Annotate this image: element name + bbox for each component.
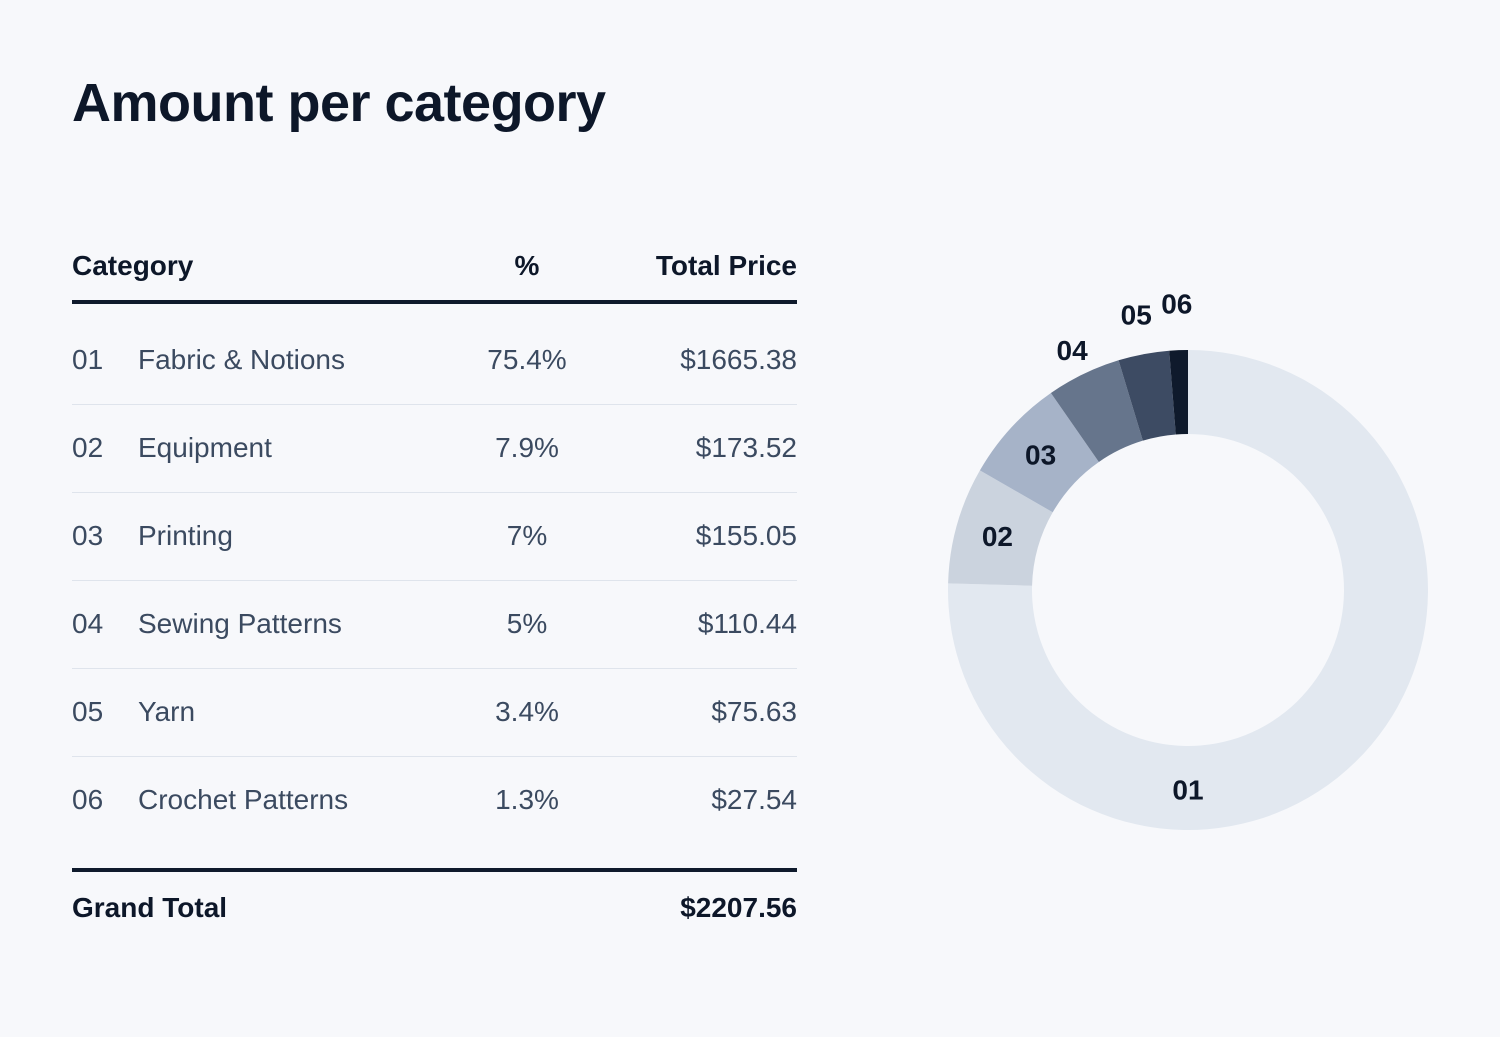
grand-total-value: $2207.56 [680,892,797,923]
row-number: 04 [72,608,104,639]
slice-label-02: 02 [982,521,1013,552]
table-row: 06 Crochet Patterns 1.3% $27.54 [72,784,797,815]
table-row: 01 Fabric & Notions 75.4% $1665.38 [72,317,797,405]
slice-label-06: 06 [1161,290,1192,320]
donut-chart: 01 02 03 04 05 06 [900,290,1480,870]
category-table: Category % Total Price 01 Fabric & Notio… [72,230,797,942]
donut-slice-02 [948,470,1053,586]
row-category: Sewing Patterns [138,608,342,639]
slice-label-05: 05 [1121,299,1152,330]
row-price: $173.52 [695,432,797,463]
row-category: Printing [138,520,233,551]
table-footer: Grand Total $2207.56 [72,868,797,942]
table-row: 04 Sewing Patterns 5% $110.44 [72,581,797,669]
header-total-price: Total Price [655,250,797,281]
donut-slice-04 [1050,360,1143,462]
row-category: Fabric & Notions [138,344,345,375]
row-number: 06 [72,784,104,815]
table-row: 05 Yarn 3.4% $75.63 [72,669,797,757]
grand-total-label: Grand Total [72,892,228,923]
row-number: 05 [72,696,104,727]
row-number: 03 [72,520,104,551]
slice-label-03: 03 [1025,439,1056,470]
donut-chart-svg: 01 02 03 04 05 06 [948,290,1428,830]
row-price: $110.44 [697,608,797,639]
row-category: Crochet Patterns [138,784,349,815]
table-row: 02 Equipment 7.9% $173.52 [72,405,797,493]
header-category: Category [72,250,194,281]
donut-slice-06 [1169,350,1188,435]
donut-slice-01 [948,350,1428,830]
row-price: $155.05 [695,520,797,551]
row-price: $1665.38 [680,344,797,375]
table-body: 01 Fabric & Notions 75.4% $1665.38 02 Eq… [72,317,797,844]
donut-slice-03 [979,393,1099,513]
row-category: Equipment [138,432,272,463]
row-category: Yarn [138,696,196,727]
row-number: 02 [72,432,104,463]
row-price: $75.63 [711,696,797,727]
donut-slice-05 [1118,350,1176,441]
page-title: Amount per category [72,73,606,133]
table-row: 03 Printing 7% $155.05 [72,493,797,581]
row-price: $27.54 [711,784,797,815]
slice-label-04: 04 [1057,335,1089,366]
table-header: Category % Total Price [72,230,797,304]
slice-label-01: 01 [1172,775,1203,806]
row-number: 01 [72,344,104,375]
